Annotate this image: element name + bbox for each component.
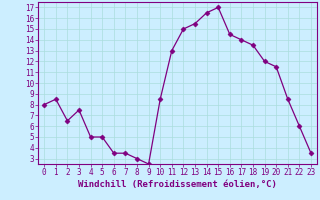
X-axis label: Windchill (Refroidissement éolien,°C): Windchill (Refroidissement éolien,°C) — [78, 180, 277, 189]
